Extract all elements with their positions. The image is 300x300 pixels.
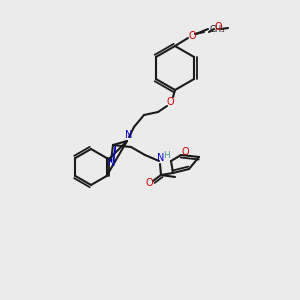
Text: H: H bbox=[164, 151, 170, 160]
Text: O: O bbox=[188, 31, 196, 41]
Text: N: N bbox=[125, 130, 133, 140]
Text: N: N bbox=[108, 158, 116, 168]
Text: N: N bbox=[157, 153, 165, 163]
Text: O: O bbox=[145, 178, 153, 188]
Text: CH₃: CH₃ bbox=[209, 26, 224, 34]
Text: O: O bbox=[214, 22, 222, 32]
Text: O: O bbox=[181, 147, 189, 157]
Text: O: O bbox=[166, 97, 174, 107]
